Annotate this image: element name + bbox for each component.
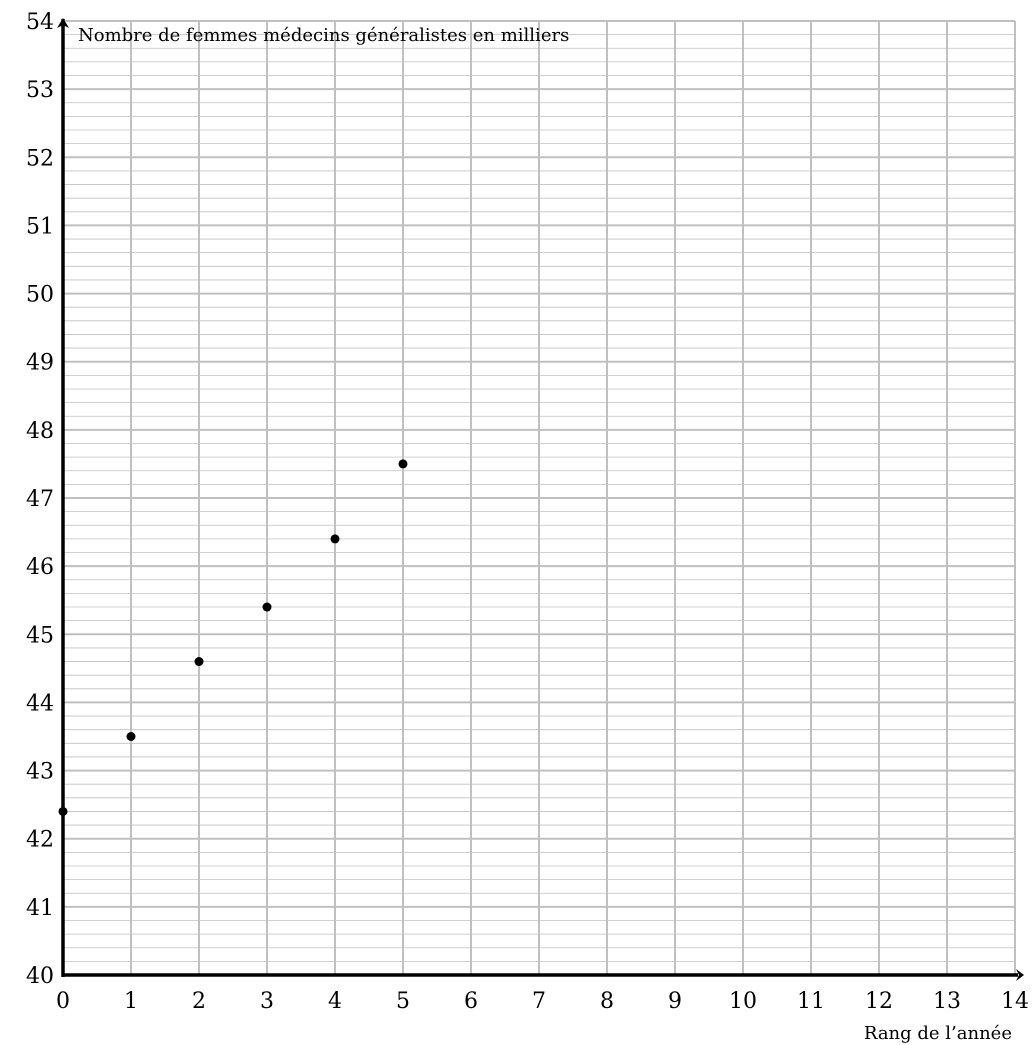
x-tick-label: 1 [124, 989, 138, 1014]
data-point [262, 602, 272, 612]
data-point [126, 732, 136, 741]
y-tick-label: 53 [26, 78, 54, 103]
x-tick-label: 9 [668, 989, 682, 1014]
x-tick-label: 4 [328, 989, 342, 1014]
data-points [58, 459, 408, 816]
y-tick-label: 44 [26, 691, 54, 716]
x-tick-label: 12 [865, 989, 893, 1014]
data-point [58, 806, 68, 816]
y-tick-label: 54 [26, 10, 54, 35]
x-tick-label: 3 [260, 989, 274, 1014]
y-tick-label: 40 [26, 964, 54, 989]
y-tick-label: 48 [26, 419, 54, 444]
x-tick-label: 10 [729, 989, 757, 1014]
y-tick-label: 49 [26, 351, 54, 376]
data-point [330, 534, 340, 544]
x-tick-labels: 0 1 2 3 4 5 6 7 8 9 10 11 12 13 14 [56, 989, 1029, 1014]
y-tick-label: 47 [26, 487, 54, 512]
x-tick-label: 7 [532, 989, 546, 1014]
x-tick-label: 2 [192, 989, 206, 1014]
y-axis-arrow-icon [57, 18, 69, 28]
data-point [398, 459, 408, 469]
x-tick-label: 5 [396, 989, 410, 1014]
y-tick-label: 46 [26, 555, 54, 580]
y-tick-label: 51 [26, 214, 54, 239]
y-tick-label: 43 [26, 760, 54, 785]
x-tick-label: 6 [464, 989, 478, 1014]
y-tick-label: 42 [26, 828, 54, 853]
y-tick-labels: 40 41 42 43 44 45 46 47 48 49 50 51 52 53 54 [26, 10, 54, 989]
y-tick-label: 41 [26, 896, 54, 921]
major-grid [62, 20, 1016, 976]
x-tick-label: 13 [933, 989, 961, 1014]
y-tick-label: 52 [26, 146, 54, 171]
data-point [194, 657, 204, 667]
x-tick-label: 14 [1001, 989, 1029, 1014]
y-tick-label: 50 [26, 283, 54, 308]
x-tick-label: 11 [797, 989, 825, 1014]
y-tick-label: 45 [26, 623, 54, 648]
x-tick-label: 8 [600, 989, 614, 1014]
x-axis-arrow-icon [1016, 969, 1024, 981]
y-axis-title: Nombre de femmes médecins généralistes e… [78, 25, 569, 46]
x-tick-label: 0 [56, 989, 70, 1014]
axes [57, 18, 1024, 981]
x-axis-title: Rang de l’année [864, 1023, 1012, 1044]
